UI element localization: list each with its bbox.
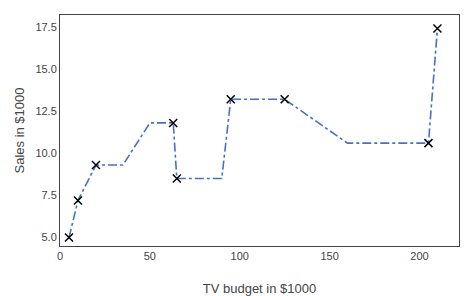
svg-text:12.5: 12.5 <box>35 105 56 117</box>
svg-text:10.0: 10.0 <box>35 147 56 159</box>
svg-text:TV budget in $1000: TV budget in $1000 <box>203 281 316 296</box>
svg-text:7.5: 7.5 <box>42 189 57 201</box>
svg-text:150: 150 <box>320 250 338 262</box>
svg-text:50: 50 <box>144 250 156 262</box>
svg-text:200: 200 <box>410 250 428 262</box>
svg-text:17.5: 17.5 <box>35 21 56 33</box>
svg-text:15.0: 15.0 <box>35 63 56 75</box>
svg-text:5.0: 5.0 <box>42 231 57 243</box>
svg-text:100: 100 <box>231 250 249 262</box>
svg-text:Sales in $1000: Sales in $1000 <box>12 87 27 173</box>
svg-text:0: 0 <box>57 250 63 262</box>
